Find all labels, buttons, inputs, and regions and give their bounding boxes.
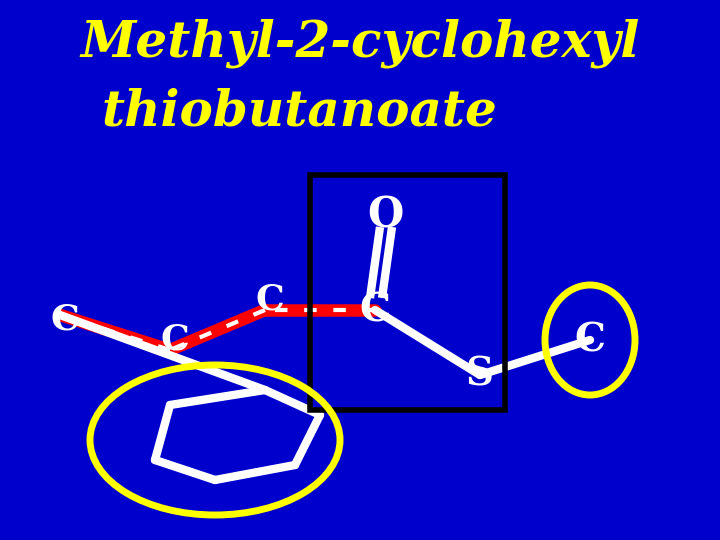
Text: C: C	[575, 321, 606, 359]
Text: C: C	[359, 291, 390, 329]
Text: thiobutanoate: thiobutanoate	[102, 88, 498, 137]
Text: O: O	[367, 194, 403, 236]
Bar	[310, 175, 505, 410]
Text: C: C	[50, 303, 79, 337]
Text: C: C	[256, 283, 284, 317]
Text: Methyl-2-cyclohexyl: Methyl-2-cyclohexyl	[81, 18, 639, 68]
Text: C: C	[161, 323, 189, 357]
Text: S: S	[466, 356, 494, 394]
